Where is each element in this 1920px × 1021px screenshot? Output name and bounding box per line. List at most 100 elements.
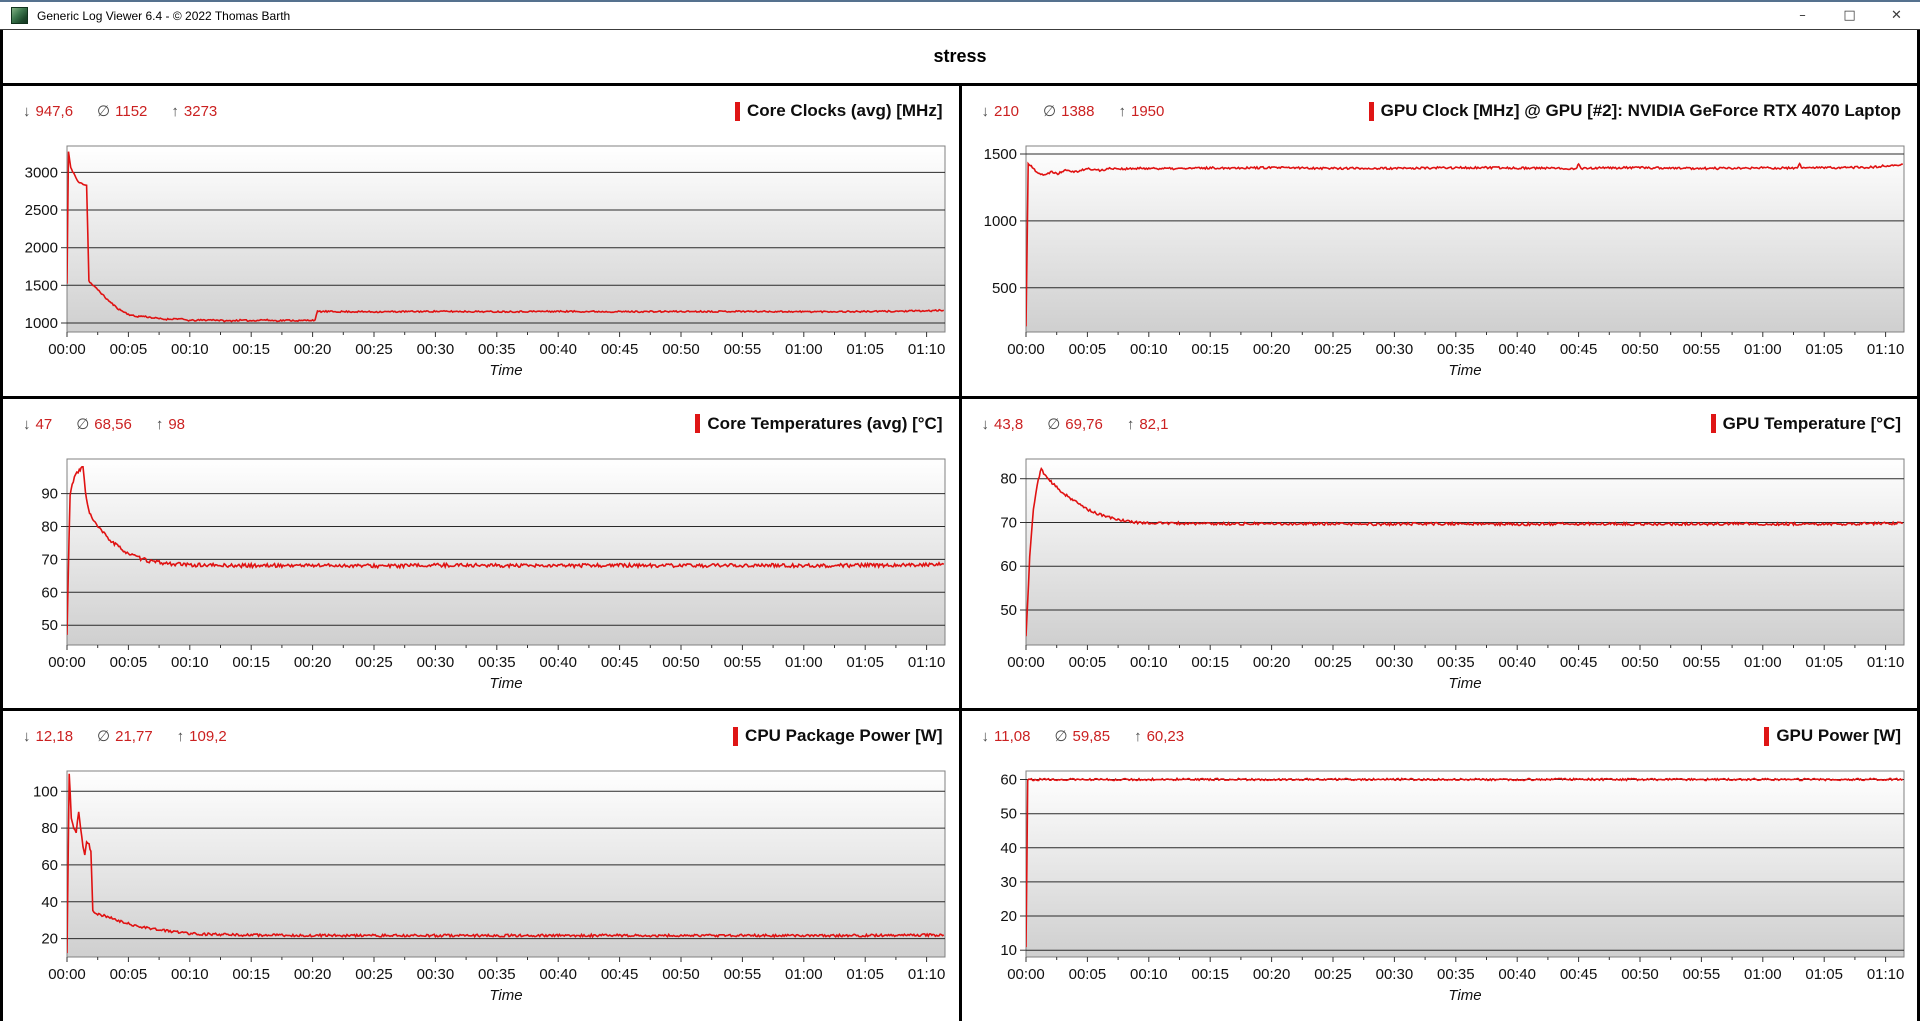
x-axis-label: 01:05 [1805,341,1843,358]
chart-title-label: GPU Clock [MHz] @ GPU [#2]: NVIDIA GeFor… [1380,101,1901,120]
y-axis-label: 20 [41,931,58,948]
series-line [67,151,945,323]
y-axis-label: 500 [991,280,1016,297]
stat-avg-value: 21,77 [115,728,153,746]
chart-title: GPU Power [W] [1764,726,1901,746]
x-axis-label: 01:10 [908,654,946,671]
chart-canvas-gpu-clock[interactable]: 500 1000 1500 00:00 00:05 00:10 00:15 00:20 00:2… [968,142,1908,380]
arrow-up-icon: ↑ [1134,728,1142,746]
minimize-button[interactable]: – [1779,2,1826,29]
x-axis-label: 00:50 [662,654,700,671]
plot-area[interactable] [66,770,946,958]
x-axis-label: 01:00 [785,341,823,358]
x-axis-label: 00:45 [1559,966,1597,983]
plot-area[interactable] [1025,770,1904,958]
arrow-down-icon: ↓ [981,103,990,120]
chart-canvas-cpu-package-power[interactable]: 20 40 60 80 100 00:00 00:05 00:10 00:15 00:20 00:2… [9,767,949,1005]
x-axis-label: 00:25 [355,654,393,671]
x-axis-label: 01:05 [1805,966,1843,983]
arrow-down-icon: ↓ [23,103,31,120]
x-axis-label: 01:05 [846,341,884,358]
log-file-header: stress [3,30,1917,83]
x-axis-label: 00:55 [724,654,762,671]
chart-title-label: CPU Package Power [W] [745,726,943,746]
x-axis-label: 01:10 [908,966,946,983]
chart-title: GPU Temperature [°C] [1710,413,1901,434]
time-axis-title: Time [489,362,522,379]
y-axis-label: 60 [1000,558,1017,575]
average-icon: ∅ [1047,415,1061,433]
x-axis-label: 00:25 [355,341,393,358]
stat-min-value: 210 [994,103,1020,120]
x-axis-label: 00:50 [1621,966,1659,983]
legend-color-bar [695,414,701,434]
chart-canvas-core-temps[interactable]: 50 60 70 80 90 00:00 00:05 00:10 00:15 00:20 00:25… [9,455,949,693]
x-axis-label: 00:50 [1621,341,1659,358]
y-axis-label: 1500 [25,277,58,294]
arrow-up-icon: ↑ [1118,103,1126,120]
titlebar[interactable]: Generic Log Viewer 6.4 - © 2022 Thomas B… [0,0,1920,30]
x-axis-label: 00:40 [539,654,577,671]
y-axis-label: 30 [1000,874,1017,891]
x-axis-label: 00:15 [1191,654,1229,671]
close-button[interactable]: ✕ [1873,2,1920,29]
arrow-up-icon: ↑ [1126,415,1135,433]
chart-canvas-gpu-temp[interactable]: 50 60 70 80 00:00 00:05 00:10 00:15 00:20 00:25 00… [968,455,1908,693]
y-axis-label: 40 [1000,840,1017,857]
y-axis-label: 60 [41,584,58,601]
stat-avg-value: 59,85 [1072,728,1111,746]
x-axis-label: 00:25 [355,966,393,983]
average-icon: ∅ [76,415,90,433]
y-axis-label: 80 [41,820,58,837]
plot-area[interactable] [1025,458,1904,646]
x-axis-label: 00:15 [1191,966,1229,983]
chart-title: CPU Package Power [W] [733,726,943,746]
y-axis-label: 70 [41,551,58,568]
x-axis-label: 01:10 [1866,654,1904,671]
legend-color-bar [1368,101,1374,121]
arrow-up-icon: ↑ [155,415,164,433]
x-axis-label: 00:55 [724,341,762,358]
x-axis-label: 00:35 [1437,341,1475,358]
arrow-up-icon: ↑ [176,728,185,746]
legend-color-bar [734,101,740,121]
x-axis-label: 00:15 [232,341,270,358]
x-axis-label: 00:40 [539,341,577,358]
x-axis-label: 01:05 [846,654,884,671]
x-axis-label: 01:10 [1866,966,1904,983]
x-axis-label: 00:45 [601,966,639,983]
x-axis-label: 00:10 [171,654,209,671]
maximize-button[interactable]: □ [1826,2,1873,29]
charts-grid: ↓ 947,6 ∅ 1152 ↑ 3273 Core Clocks (avg) [MHz] 1… [3,83,1917,1021]
stat-min-value: 11,08 [994,728,1031,746]
arrow-down-icon: ↓ [23,728,31,746]
x-axis-label: 00:25 [1314,966,1352,983]
plot-area[interactable] [66,458,946,646]
x-axis-label: 00:35 [478,654,516,671]
y-axis-label: 1000 [25,315,58,332]
y-axis-label: 10 [1000,943,1017,960]
chart-panel-gpu-power: ↓ 11,08 ∅ 59,85 ↑ 60,23 GPU Power [W] 10 20 30 40 5… [961,711,1917,1021]
x-axis-label: 00:45 [1559,341,1597,358]
y-axis-label: 90 [41,485,58,502]
legend-color-bar [733,726,739,746]
chart-canvas-gpu-power[interactable]: 10 20 30 40 50 60 00:00 00:05 00:10 00:15 00:20 00:… [968,767,1908,1005]
x-axis-label: 00:10 [171,966,209,983]
x-axis-label: 00:00 [48,654,86,671]
y-axis-label: 40 [41,894,58,911]
arrow-down-icon: ↓ [23,415,31,433]
x-axis-label: 01:10 [1866,341,1904,358]
plot-area[interactable] [1025,145,1904,333]
y-axis-label: 2000 [25,240,58,257]
window-controls: – □ ✕ [1779,2,1920,29]
x-axis-label: 00:35 [478,966,516,983]
y-axis-label: 20 [1000,908,1017,925]
chart-canvas-core-clocks[interactable]: 1000 1500 2000 2500 3000 00:00 00:05 00:10 00:15… [9,142,949,380]
chart-stats: ↓ 947,6 ∅ 1152 ↑ 3273 [23,102,241,120]
plot-area[interactable] [66,145,946,333]
x-axis-label: 00:30 [1375,654,1413,671]
legend-color-bar [1710,414,1716,434]
x-axis-label: 00:05 [110,654,148,671]
chart-title-label: GPU Temperature [°C] [1722,413,1901,433]
x-axis-label: 00:10 [1130,341,1168,358]
